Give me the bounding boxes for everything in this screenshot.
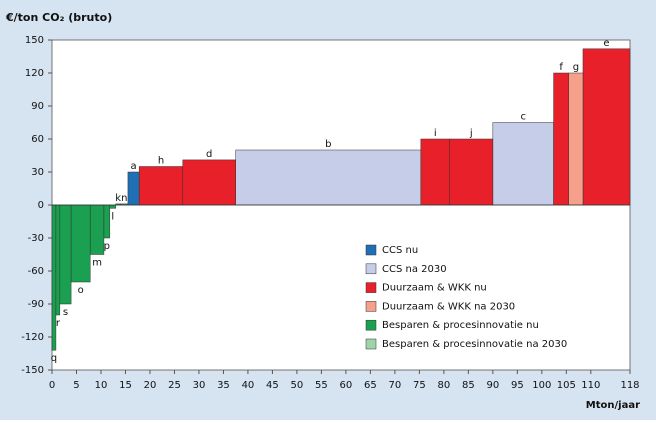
legend-label: Duurzaam & WKK nu <box>382 283 487 294</box>
y-tick-label: 30 <box>31 167 44 178</box>
x-tick-label: 75 <box>413 380 426 391</box>
legend-swatch <box>365 244 377 256</box>
bar <box>420 138 450 206</box>
legend-swatch <box>365 282 377 293</box>
y-tick-label: -90 <box>28 299 44 310</box>
bar-label: o <box>78 285 84 296</box>
y-tick-label: -60 <box>28 266 44 277</box>
x-tick-label: 90 <box>486 380 499 391</box>
bar <box>553 72 570 206</box>
legend-swatch <box>365 263 377 275</box>
y-tick-label: 150 <box>25 35 44 46</box>
y-tick-label: 0 <box>38 200 44 211</box>
bar <box>55 204 61 316</box>
bar <box>127 171 140 206</box>
bar-label: g <box>573 62 579 73</box>
bar <box>109 204 116 209</box>
bar <box>568 72 584 206</box>
y-tick-label: 60 <box>31 134 44 145</box>
bar-label: n <box>121 193 127 204</box>
bar <box>138 166 184 206</box>
bar-label: d <box>206 149 212 160</box>
bar-label: e <box>603 38 609 49</box>
bar-label: j <box>469 128 473 139</box>
x-tick-label: 5 <box>73 380 79 391</box>
x-tick-label: 25 <box>168 380 181 391</box>
bar <box>449 138 494 206</box>
x-tick-label: 80 <box>437 380 450 391</box>
y-tick-label: -120 <box>21 332 44 343</box>
legend-label: Besparen & procesinnovatie na 2030 <box>382 339 567 350</box>
legend-label: CCS nu <box>382 245 418 256</box>
bar-label: r <box>56 318 61 329</box>
bar <box>103 204 111 239</box>
legend-swatch <box>365 319 377 331</box>
x-tick-label: 110 <box>581 380 600 391</box>
bar <box>182 159 236 206</box>
x-tick-label: 20 <box>144 380 157 391</box>
x-tick-label: 35 <box>217 380 230 391</box>
bar <box>582 48 631 206</box>
x-tick-label: 118 <box>620 380 639 391</box>
x-tick-label: 65 <box>364 380 377 391</box>
bar-label: q <box>51 353 57 364</box>
bar <box>89 204 105 255</box>
x-tick-label: 105 <box>557 380 576 391</box>
x-tick-label: 10 <box>95 380 108 391</box>
bar-label: c <box>520 112 526 123</box>
x-tick-label: 0 <box>49 380 55 391</box>
x-tick-label: 95 <box>511 380 524 391</box>
x-tick-label: 55 <box>315 380 328 391</box>
x-tick-label: 15 <box>119 380 132 391</box>
y-tick-label: 120 <box>25 68 44 79</box>
legend-swatch <box>365 301 377 312</box>
legend-label: CCS na 2030 <box>382 264 447 275</box>
bar-label: b <box>325 139 331 150</box>
legend-label: Duurzaam & WKK na 2030 <box>382 301 515 312</box>
x-tick-label: 45 <box>266 380 279 391</box>
x-tick-label: 70 <box>389 380 402 391</box>
legend-swatch <box>365 338 377 350</box>
bar-label: f <box>559 62 563 73</box>
bar <box>59 204 72 305</box>
x-tick-label: 50 <box>291 380 304 391</box>
bar <box>235 149 422 206</box>
bar-label: h <box>158 156 164 167</box>
chart-title: €/ton CO₂ (bruto) <box>5 11 112 24</box>
x-tick-label: 40 <box>242 380 255 391</box>
bar <box>492 122 554 206</box>
bar-label: k <box>115 193 121 204</box>
x-tick-label: 30 <box>193 380 206 391</box>
bar-label: s <box>63 307 68 318</box>
y-tick-label: -30 <box>28 233 44 244</box>
x-tick-label: 60 <box>340 380 353 391</box>
y-tick-label: -150 <box>21 365 44 376</box>
bar-label: l <box>111 211 114 222</box>
x-tick-label: 85 <box>462 380 475 391</box>
legend-label: Besparen & procesinnovatie nu <box>382 320 539 331</box>
bar-label: m <box>92 258 102 269</box>
bar <box>70 204 91 283</box>
x-tick-label: 100 <box>532 380 551 391</box>
bar-label: p <box>104 241 110 252</box>
x-axis-label: Mton/jaar <box>586 400 640 411</box>
bar-label: a <box>130 161 136 172</box>
bar-label: i <box>434 128 437 139</box>
y-tick-label: 90 <box>31 101 44 112</box>
